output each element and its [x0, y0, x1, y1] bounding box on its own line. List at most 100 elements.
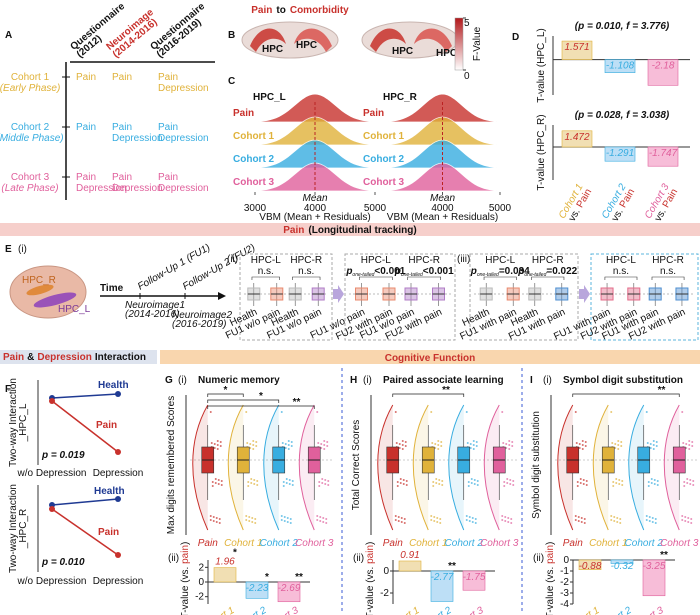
jitter-dot: [578, 447, 581, 449]
y-tick-label: 0: [198, 577, 204, 588]
label-part: Comorbidity: [290, 5, 349, 16]
jitter-dot: [651, 517, 654, 519]
jitter-dot: [618, 479, 621, 481]
interaction-point: [115, 449, 121, 455]
bracket: [407, 276, 441, 280]
jitter-dot: [283, 516, 286, 518]
bar: [642, 559, 666, 597]
p-value: <0.001: [374, 266, 405, 277]
ns-label: n.s.: [298, 266, 314, 277]
jitter-dot: [649, 447, 652, 449]
half-violin: [557, 404, 574, 531]
jitter-dot: [512, 480, 515, 482]
jitter-dot: [467, 481, 470, 483]
region-label: HPC-R: [408, 255, 440, 266]
bar: [462, 570, 486, 591]
jitter-dot: [321, 478, 324, 480]
label-part: T-value (vs.: [365, 564, 376, 615]
jitter-dot: [280, 519, 283, 521]
jitter-dot: [405, 480, 408, 482]
jitter-dot: [578, 443, 581, 445]
jitter-dot: [245, 519, 248, 521]
jitter-dot: [502, 442, 505, 444]
group-label: Pain: [383, 538, 403, 549]
jitter-dot: [683, 485, 686, 487]
jitter-dot: [655, 441, 658, 443]
series-label: Health: [98, 380, 129, 391]
jitter-dot: [287, 440, 290, 442]
group-label: Cohort 2: [260, 538, 299, 549]
jitter-dot: [645, 411, 648, 413]
p-subscript: one-tailed: [524, 272, 546, 278]
group-label: Cohort 1: [409, 538, 447, 549]
jitter-dot: [620, 441, 623, 443]
jitter-dot: [435, 482, 438, 484]
jitter-dot: [617, 448, 620, 450]
y-axis-label: _HPC_R: [18, 509, 29, 549]
bar: [578, 559, 602, 570]
cell-text: Pain: [112, 72, 132, 83]
y-label-group: T-value (HPC_R): [536, 114, 547, 190]
jitter-dot: [688, 440, 691, 442]
y-label-group: Total Correct Scores: [351, 420, 362, 511]
jitter-dot: [685, 447, 688, 449]
jitter-dot: [655, 445, 658, 447]
jitter-dot: [654, 518, 657, 520]
section-banner: [160, 350, 700, 364]
jitter-dot: [574, 411, 577, 413]
jitter-dot: [686, 482, 689, 484]
y-axis-label: T-value (vs. pain): [180, 542, 191, 615]
p-value: =0.034: [499, 266, 530, 277]
jitter-dot: [647, 485, 650, 487]
jitter-dot: [326, 445, 329, 447]
p-value: p = 0.019: [41, 450, 85, 461]
x-label: Depression: [93, 468, 144, 479]
jitter-dot: [686, 478, 689, 480]
jitter-dot: [472, 444, 475, 446]
jitter-dot: [585, 484, 588, 486]
plot-title: HPC_L: [253, 92, 286, 103]
label-part: ): [545, 542, 556, 545]
jitter-dot: [504, 520, 507, 522]
jitter-dot: [648, 516, 651, 518]
significance-label: **: [658, 385, 666, 396]
jitter-dot: [245, 411, 248, 413]
region-label: HPC-R: [290, 255, 322, 266]
jitter-dot: [684, 516, 687, 518]
half-violin: [663, 404, 680, 531]
region-label: HPC_R: [22, 275, 56, 286]
ridge-label: Cohort 2: [233, 154, 275, 165]
jitter-dot: [465, 411, 468, 413]
jitter-dot: [287, 448, 290, 450]
y-label-group: Max digits remembered Scores: [166, 396, 177, 534]
jitter-dot: [691, 445, 694, 447]
jitter-dot: [441, 480, 444, 482]
jitter-dot: [216, 444, 219, 446]
significance-label: **: [293, 397, 301, 408]
jitter-dot: [610, 515, 613, 517]
series-label: Pain: [98, 527, 119, 538]
significance-label: *: [224, 385, 228, 396]
jitter-dot: [217, 483, 220, 485]
jitter-dot: [687, 517, 690, 519]
jitter-dot: [212, 520, 215, 522]
cohort-name: Cohort 1: [11, 72, 50, 83]
y-tick-label: -2: [195, 592, 204, 603]
brain: [9, 265, 87, 319]
jitter-dot: [404, 441, 407, 443]
jitter-dot: [284, 447, 287, 449]
bracket: [251, 276, 280, 280]
ns-label: n.s.: [660, 266, 676, 277]
jitter-dot: [431, 442, 434, 444]
jitter-dot: [320, 447, 323, 449]
jitter-dot: [476, 480, 479, 482]
jitter-dot: [508, 440, 511, 442]
panel-letter: I: [530, 375, 533, 386]
significance-label: pone-tailed=0.034: [470, 266, 530, 278]
jitter-dot: [214, 482, 217, 484]
interaction-point: [115, 391, 121, 397]
jitter-dot: [580, 521, 583, 523]
interaction-point: [49, 398, 55, 404]
colorbar-tick-label: 0: [464, 71, 470, 82]
